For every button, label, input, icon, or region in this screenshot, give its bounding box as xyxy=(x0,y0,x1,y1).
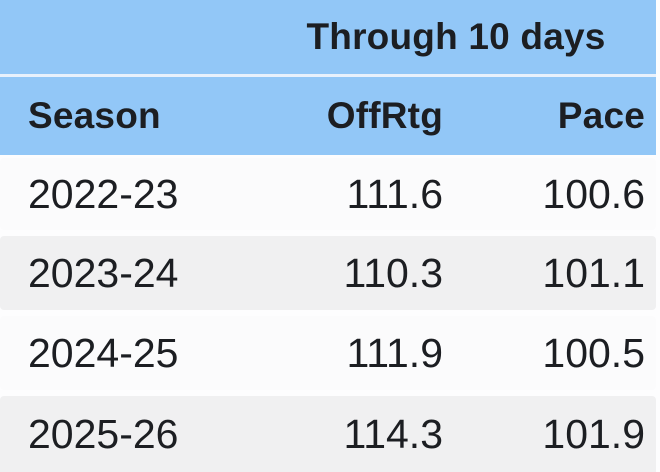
table-column-header-row: Season OffRtg Pace xyxy=(0,77,656,155)
column-header-offrtg: OffRtg xyxy=(326,95,443,136)
table-span-header-row: Through 10 days xyxy=(0,0,656,74)
cell-pace: 100.6 xyxy=(542,170,645,217)
column-header-pace: Pace xyxy=(557,95,645,136)
cell-season: 2024-25 xyxy=(28,329,179,376)
cell-season: 2023-24 xyxy=(28,249,179,296)
span-header-label: Through 10 days xyxy=(306,16,606,57)
header-divider xyxy=(0,74,656,77)
cell-offrtg: 114.3 xyxy=(343,410,443,457)
cell-season: 2022-23 xyxy=(28,170,179,217)
table-row: 2022-23 111.6 100.6 xyxy=(0,158,656,230)
cell-season: 2025-26 xyxy=(28,410,179,457)
cell-pace: 101.1 xyxy=(542,249,645,296)
cell-pace: 100.5 xyxy=(542,329,645,376)
cell-offrtg: 111.9 xyxy=(346,329,443,376)
column-header-season: Season xyxy=(28,95,161,136)
cell-offrtg: 110.3 xyxy=(343,249,443,296)
table-row: 2024-25 111.9 100.5 xyxy=(0,316,656,390)
table-row: 2025-26 114.3 101.9 xyxy=(0,396,656,472)
cell-offrtg: 111.6 xyxy=(346,170,443,217)
table-row: 2023-24 110.3 101.1 xyxy=(0,236,656,310)
cell-pace: 101.9 xyxy=(542,410,645,457)
